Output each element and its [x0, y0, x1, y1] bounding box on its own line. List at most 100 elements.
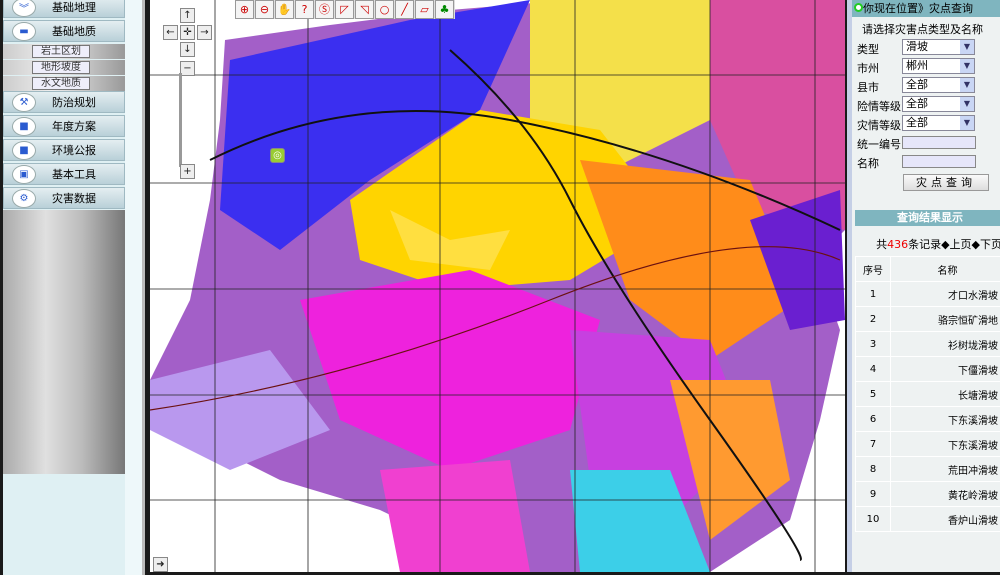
sidebar-item-basic-geology[interactable]: ▬ 基础地质	[3, 20, 125, 42]
sidebar: ︾ 基础地理 ▬ 基础地质 岩土区划 地形坡度 水文地质 ⚒ 防治规划 ■ 年度方案 ■…	[3, 0, 125, 575]
row-index: 1	[855, 281, 891, 307]
pan-right-icon[interactable]: →	[197, 25, 212, 40]
chevron-double-down-icon: ︾	[12, 0, 36, 17]
sidebar-item-prevention-plan[interactable]: ⚒ 防治规划	[3, 91, 125, 113]
pagination-links[interactable]: 条记录◆上页◆下页	[908, 238, 1000, 251]
location-marker-icon[interactable]: ◎	[270, 148, 285, 163]
sidebar-fill	[3, 210, 125, 474]
table-header: 序号 名称	[855, 256, 1000, 282]
table-row[interactable]: 2 骆宗恒矿滑地	[855, 306, 1000, 332]
expand-arrow-icon[interactable]: ➜	[153, 557, 168, 572]
row-index: 5	[855, 381, 891, 407]
zoom-out-button[interactable]: −	[180, 61, 195, 76]
pan-down-icon[interactable]: ↓	[180, 42, 195, 57]
code-input[interactable]	[902, 136, 976, 149]
table-row[interactable]: 4 下僵滑坡	[855, 356, 1000, 382]
chevron-down-icon: ▼	[960, 78, 974, 92]
center-icon[interactable]: ✛	[180, 25, 195, 40]
sidebar-item-basic-geography[interactable]: ︾ 基础地理	[3, 0, 125, 18]
county-label: 县市	[857, 81, 879, 94]
map-layer	[150, 0, 845, 572]
row-name[interactable]: 才口水滑坡	[890, 281, 1000, 307]
select-rect-icon[interactable]: ◸	[335, 0, 354, 19]
sidebar-item-environment-bulletin[interactable]: ■ 环境公报	[3, 139, 125, 161]
row-index: 3	[855, 331, 891, 357]
select-polygon-icon[interactable]: ◹	[355, 0, 374, 19]
splitter[interactable]	[125, 0, 145, 575]
zoom-slider[interactable]	[179, 73, 194, 167]
row-name[interactable]: 衫树垅滑坡	[890, 331, 1000, 357]
row-name[interactable]: 黄花岭滑坡	[890, 481, 1000, 507]
pan-left-icon[interactable]: ←	[163, 25, 178, 40]
subitem-slope[interactable]: 地形坡度	[3, 60, 125, 75]
row-name[interactable]: 下僵滑坡	[890, 356, 1000, 382]
table-row[interactable]: 5 长塘滑坡	[855, 381, 1000, 407]
type-select[interactable]: 滑坡 ▼	[902, 39, 975, 55]
disaster-level-select[interactable]: 全部 ▼	[902, 115, 975, 131]
row-name[interactable]: 香炉山滑坡	[890, 506, 1000, 532]
table-row[interactable]: 3 衫树垅滑坡	[855, 331, 1000, 357]
subitem-rock-soil[interactable]: 岩土区划	[3, 44, 125, 59]
row-name[interactable]: 骆宗恒矿滑地	[890, 306, 1000, 332]
draw-line-icon[interactable]: ╱	[395, 0, 414, 19]
row-name[interactable]: 长塘滑坡	[890, 381, 1000, 407]
query-button[interactable]: 灾点查询	[903, 174, 989, 191]
results-count: 共436条记录◆上页◆下页	[876, 238, 1000, 251]
sidebar-item-disaster-data[interactable]: ⚙ 灾害数据	[3, 187, 125, 209]
disaster-level-label: 灾情等级	[857, 119, 901, 132]
geology-map[interactable]: ⊕ ⊖ ✋ ? Ⓢ ◸ ◹ ○ ╱ ▱ ♣ ↑ ← ✛ → ↓ − + ◎ ➜	[150, 0, 845, 572]
code-label: 统一编号	[857, 138, 901, 151]
chevron-down-icon: ▼	[960, 97, 974, 111]
pan-up-icon[interactable]: ↑	[180, 8, 195, 23]
identify-icon[interactable]: Ⓢ	[315, 0, 334, 19]
table-row[interactable]: 9 黄花岭滑坡	[855, 481, 1000, 507]
row-index: 10	[855, 506, 891, 532]
county-select[interactable]: 全部 ▼	[902, 77, 975, 93]
zoom-in-button[interactable]: +	[180, 164, 195, 179]
query-panel: 你现在位置》灾点查询 请选择灾害点类型及名称 类型 滑坡 ▼ 市州 郴州 ▼ 县市 …	[847, 0, 1000, 572]
row-index: 7	[855, 431, 891, 457]
row-name[interactable]: 荒田冲滑坡	[890, 456, 1000, 482]
location-icon	[854, 3, 863, 12]
chevron-down-icon: ▼	[960, 59, 974, 73]
table-row[interactable]: 7 下东溪滑坡	[855, 431, 1000, 457]
sidebar-item-annual-plan[interactable]: ■ 年度方案	[3, 115, 125, 137]
city-select[interactable]: 郴州 ▼	[902, 58, 975, 74]
results-table: 序号 名称 1 才口水滑坡 2 骆宗恒矿滑地 3 衫树垅滑坡 4 下僵滑坡 5 长塘滑坡 6 下东溪滑坡…	[855, 256, 1000, 532]
type-label: 类型	[857, 43, 879, 56]
select-point-icon[interactable]: ○	[375, 0, 394, 19]
measure-icon[interactable]: ?	[295, 0, 314, 19]
zoom-out-icon[interactable]: ⊖	[255, 0, 274, 19]
table-row[interactable]: 10 香炉山滑坡	[855, 506, 1000, 532]
row-index: 6	[855, 406, 891, 432]
table-row[interactable]: 1 才口水滑坡	[855, 281, 1000, 307]
row-index: 4	[855, 356, 891, 382]
row-index: 8	[855, 456, 891, 482]
folder-icon: ■	[12, 116, 36, 136]
name-input[interactable]	[902, 155, 976, 168]
row-index: 9	[855, 481, 891, 507]
toolbox-icon: ▣	[12, 164, 36, 184]
breadcrumb: 你现在位置》灾点查询	[852, 0, 1000, 17]
gear-icon: ⚙	[12, 188, 36, 208]
chevron-down-icon: ▼	[960, 40, 974, 54]
results-header: 查询结果显示	[855, 210, 1000, 226]
eraser-icon[interactable]: ▱	[415, 0, 434, 19]
city-label: 市州	[857, 62, 879, 75]
sidebar-item-basic-tools[interactable]: ▣ 基本工具	[3, 163, 125, 185]
table-row[interactable]: 6 下东溪滑坡	[855, 406, 1000, 432]
row-name[interactable]: 下东溪滑坡	[890, 431, 1000, 457]
folder-icon: ■	[12, 140, 36, 160]
subitem-hydro[interactable]: 水文地质	[3, 76, 125, 91]
map-toolbar: ⊕ ⊖ ✋ ? Ⓢ ◸ ◹ ○ ╱ ▱ ♣	[235, 0, 455, 19]
pan-icon[interactable]: ✋	[275, 0, 294, 19]
full-extent-icon[interactable]: ♣	[435, 0, 454, 19]
zoom-in-icon[interactable]: ⊕	[235, 0, 254, 19]
row-index: 2	[855, 306, 891, 332]
chevron-down-icon: ▼	[960, 116, 974, 130]
row-name[interactable]: 下东溪滑坡	[890, 406, 1000, 432]
tools-icon: ⚒	[12, 92, 36, 112]
table-row[interactable]: 8 荒田冲滑坡	[855, 456, 1000, 482]
name-label: 名称	[857, 157, 879, 170]
risk-level-select[interactable]: 全部 ▼	[902, 96, 975, 112]
